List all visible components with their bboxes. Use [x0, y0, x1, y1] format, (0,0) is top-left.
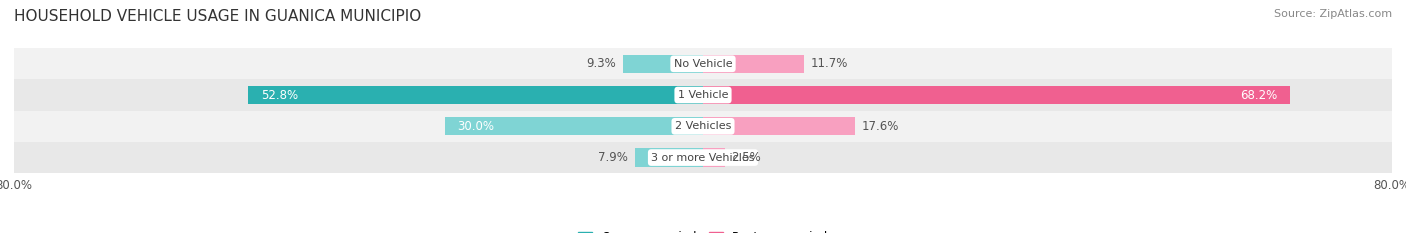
Text: 52.8%: 52.8%: [262, 89, 298, 102]
Text: 7.9%: 7.9%: [598, 151, 628, 164]
Text: 2 Vehicles: 2 Vehicles: [675, 121, 731, 131]
Bar: [14, 79, 1392, 111]
Bar: [623, 55, 703, 73]
Bar: [703, 55, 804, 73]
Bar: [249, 86, 703, 104]
Bar: [703, 117, 855, 135]
Text: Source: ZipAtlas.com: Source: ZipAtlas.com: [1274, 9, 1392, 19]
Legend: Owner-occupied, Renter-occupied: Owner-occupied, Renter-occupied: [572, 226, 834, 233]
Text: 17.6%: 17.6%: [862, 120, 898, 133]
Bar: [636, 148, 703, 167]
Text: 1 Vehicle: 1 Vehicle: [678, 90, 728, 100]
Text: 11.7%: 11.7%: [811, 57, 848, 70]
Text: 9.3%: 9.3%: [586, 57, 616, 70]
Text: 30.0%: 30.0%: [457, 120, 495, 133]
Text: 3 or more Vehicles: 3 or more Vehicles: [651, 153, 755, 163]
Bar: [444, 117, 703, 135]
Bar: [703, 148, 724, 167]
Text: No Vehicle: No Vehicle: [673, 59, 733, 69]
Bar: [14, 142, 1392, 173]
Text: 2.5%: 2.5%: [731, 151, 761, 164]
Bar: [14, 111, 1392, 142]
Bar: [703, 86, 1291, 104]
Text: HOUSEHOLD VEHICLE USAGE IN GUANICA MUNICIPIO: HOUSEHOLD VEHICLE USAGE IN GUANICA MUNIC…: [14, 9, 422, 24]
Text: 68.2%: 68.2%: [1240, 89, 1278, 102]
Bar: [14, 48, 1392, 79]
